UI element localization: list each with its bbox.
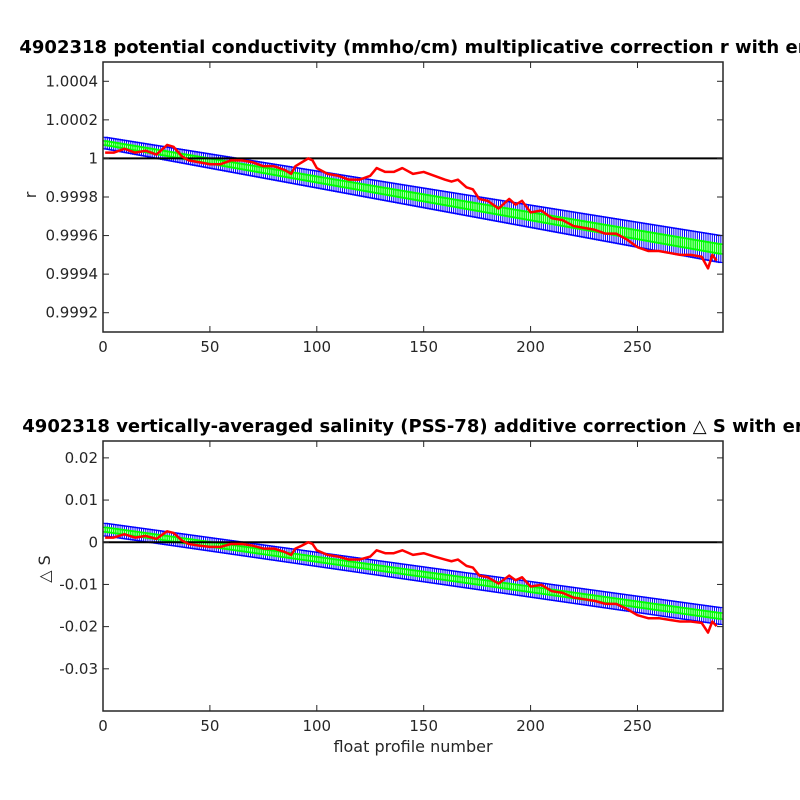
y-tick-label: -0.03	[59, 660, 98, 678]
x-tick-label: 200	[516, 338, 545, 356]
y-tick-label: 0.01	[65, 491, 98, 509]
x-tick-label: 250	[623, 717, 652, 735]
axes-box	[102, 440, 724, 712]
y-tick-label: 0.9998	[46, 188, 99, 206]
y-tick-label: -0.01	[59, 575, 98, 593]
y-tick-label: 1.0004	[46, 72, 99, 90]
conductivity-y-axis-label: r	[21, 191, 40, 198]
y-tick-label: 0.02	[65, 449, 98, 467]
x-tick-label: 100	[302, 717, 331, 735]
x-tick-label: 0	[98, 717, 108, 735]
y-tick-label: 0.9992	[46, 304, 99, 322]
salinity-y-axis-label: △ S	[35, 555, 54, 583]
plot-content	[103, 522, 723, 634]
y-tick-label: -0.02	[59, 618, 98, 636]
x-tick-label: 100	[302, 338, 331, 356]
salinity-x-axis-label: float profile number	[333, 737, 493, 756]
x-tick-label: 50	[200, 717, 219, 735]
x-tick-label: 150	[409, 338, 438, 356]
conductivity-plot-area: 0 50 100 150 200 250 0.9992 0.9994 0.9996 0.9998 1…	[46, 61, 724, 356]
salinity-chart-title: 4902318 vertically-averaged salinity (PS…	[22, 416, 800, 437]
y-tick-label: 0.9994	[46, 265, 99, 283]
x-tick-label: 250	[623, 338, 652, 356]
x-tick-label: 150	[409, 717, 438, 735]
x-tick-label: 50	[200, 338, 219, 356]
conductivity-chart-title: 4902318 potential conductivity (mmho/cm)…	[19, 37, 800, 58]
x-tick-label: 200	[516, 717, 545, 735]
y-tick-label: 1.0002	[46, 111, 99, 129]
y-tick-label: 1	[88, 149, 98, 167]
x-tick-label: 0	[98, 338, 108, 356]
salinity-plot-area: 0 50 100 150 200 250 -0.03 -0.02 -0.01 0 0.01 0.02	[59, 440, 724, 735]
y-tick-label: 0	[88, 533, 98, 551]
float-correction-line	[105, 143, 718, 270]
plot-content	[103, 136, 723, 270]
float-correction-line	[105, 530, 718, 634]
salinity-correction-panel: 4902318 vertically-averaged salinity (PS…	[22, 416, 800, 756]
conductivity-correction-panel: 4902318 potential conductivity (mmho/cm)…	[19, 37, 800, 356]
y-tick-label: 0.9996	[46, 227, 99, 245]
